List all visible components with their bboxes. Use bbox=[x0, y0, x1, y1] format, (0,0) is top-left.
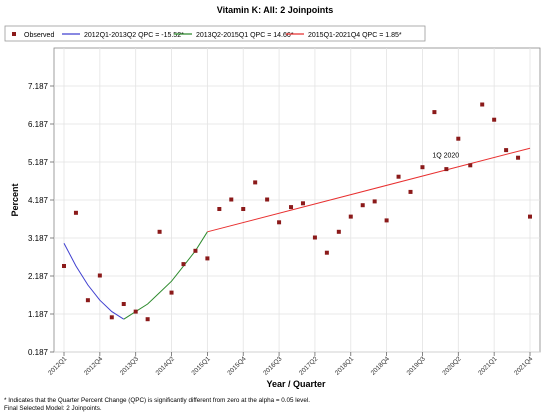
x-tick-label: 2012Q1 bbox=[47, 355, 69, 377]
observed-point bbox=[504, 148, 509, 153]
x-tick-label: 2015Q4 bbox=[226, 355, 248, 377]
observed-point bbox=[265, 197, 270, 202]
observed-point bbox=[121, 302, 126, 307]
observed-point bbox=[169, 290, 174, 295]
observed-points bbox=[62, 102, 532, 322]
observed-point bbox=[396, 174, 401, 179]
legend-label-segment-2: 2013Q2-2015Q1 QPC = 14.66* bbox=[196, 32, 294, 39]
annotation-label: 1Q 2020 bbox=[432, 153, 459, 160]
legend-box bbox=[4, 25, 426, 42]
y-tick-label: 1.187 bbox=[28, 310, 49, 319]
x-tick-label: 2019Q3 bbox=[406, 355, 428, 377]
observed-point bbox=[420, 165, 425, 170]
y-tick-label: 4.187 bbox=[28, 196, 49, 205]
observed-point bbox=[408, 189, 413, 194]
observed-point bbox=[432, 110, 437, 115]
x-tick-label: 2018Q4 bbox=[370, 355, 392, 377]
x-tick-label: 2018Q1 bbox=[334, 355, 356, 377]
y-tick-label: 6.187 bbox=[28, 120, 49, 129]
observed-point bbox=[456, 136, 461, 141]
trend-line-segment-3 bbox=[207, 147, 531, 233]
y-tick-label: 7.187 bbox=[28, 82, 49, 91]
observed-point bbox=[277, 220, 282, 225]
grid bbox=[54, 48, 540, 353]
x-axis-ticks: 2012Q1 2012Q4 2013Q3 2014Q2 2015Q1 2015Q4 2016… bbox=[47, 352, 535, 377]
observed-point bbox=[193, 248, 198, 253]
observed-point bbox=[133, 309, 138, 314]
observed-point bbox=[109, 315, 114, 320]
observed-point bbox=[516, 155, 521, 160]
x-tick-label: 2013Q3 bbox=[119, 355, 141, 377]
observed-point bbox=[312, 235, 317, 240]
trend-line-segment-1 bbox=[63, 242, 125, 320]
y-axis-title: Percent bbox=[10, 183, 20, 216]
footnote-significance: * Indicates that the Quarter Percent Cha… bbox=[4, 397, 310, 404]
observed-point bbox=[348, 214, 353, 219]
observed-point bbox=[205, 256, 210, 261]
observed-point bbox=[480, 102, 485, 107]
chart-title: Vitamin K: All: 2 Joinpoints bbox=[217, 5, 334, 15]
observed-point bbox=[336, 229, 341, 234]
observed-point bbox=[300, 201, 305, 206]
y-tick-label: 0.187 bbox=[28, 348, 49, 357]
observed-point bbox=[444, 167, 449, 172]
observed-point bbox=[372, 199, 377, 204]
observed-point bbox=[384, 218, 389, 223]
observed-point bbox=[145, 317, 150, 322]
observed-point bbox=[97, 273, 102, 278]
y-tick-label: 5.187 bbox=[28, 158, 49, 167]
observed-point bbox=[324, 250, 329, 255]
x-tick-label: 2021Q1 bbox=[477, 355, 499, 377]
footnote-final-model: Final Selected Model: 2 Joinpoints. bbox=[4, 405, 102, 412]
legend-marker-observed bbox=[12, 32, 16, 36]
x-tick-label: 2021Q4 bbox=[513, 355, 535, 377]
legend-label-segment-1: 2012Q1-2013Q2 QPC = -15.52* bbox=[84, 32, 184, 39]
observed-point bbox=[528, 214, 532, 219]
observed-point bbox=[253, 180, 258, 185]
x-axis-title: Year / Quarter bbox=[266, 379, 326, 389]
observed-point bbox=[289, 205, 294, 210]
observed-point bbox=[468, 163, 473, 168]
y-tick-label: 2.187 bbox=[28, 272, 49, 281]
legend-label-observed: Observed bbox=[24, 32, 54, 39]
observed-point bbox=[217, 207, 222, 212]
observed-point bbox=[229, 197, 234, 202]
x-tick-label: 2012Q4 bbox=[83, 355, 105, 377]
observed-point bbox=[181, 262, 186, 267]
x-tick-label: 2020Q2 bbox=[441, 355, 463, 377]
observed-point bbox=[157, 229, 162, 234]
y-tick-label: 3.187 bbox=[28, 234, 49, 243]
legend-label-segment-3: 2015Q1-2021Q4 QPC = 1.85* bbox=[308, 32, 402, 39]
observed-point bbox=[492, 117, 497, 122]
x-tick-label: 2014Q2 bbox=[155, 355, 177, 377]
observed-point bbox=[73, 210, 78, 215]
x-tick-label: 2016Q3 bbox=[262, 355, 284, 377]
x-tick-label: 2015Q1 bbox=[190, 355, 212, 377]
observed-point bbox=[62, 264, 66, 269]
y-axis-ticks: 0.187 1.187 2.187 3.187 4.187 5.187 6.187 7.187 bbox=[28, 82, 54, 357]
observed-point bbox=[241, 207, 246, 212]
legend: Observed 2012Q1-2013Q2 QPC = -15.52* 2013Q… bbox=[12, 32, 402, 39]
observed-point bbox=[360, 203, 365, 208]
observed-point bbox=[85, 298, 90, 303]
x-tick-label: 2017Q2 bbox=[298, 355, 320, 377]
